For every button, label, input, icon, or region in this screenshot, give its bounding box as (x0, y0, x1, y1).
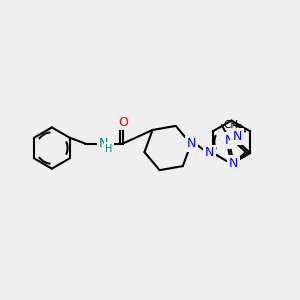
Text: N: N (187, 137, 196, 150)
Text: H: H (105, 143, 112, 154)
Text: N: N (232, 130, 242, 143)
Text: CH₃: CH₃ (224, 120, 243, 130)
Text: N: N (229, 157, 238, 170)
Text: N: N (205, 146, 214, 159)
Text: N: N (98, 137, 108, 150)
Text: O: O (118, 116, 128, 128)
Text: N: N (225, 134, 235, 147)
